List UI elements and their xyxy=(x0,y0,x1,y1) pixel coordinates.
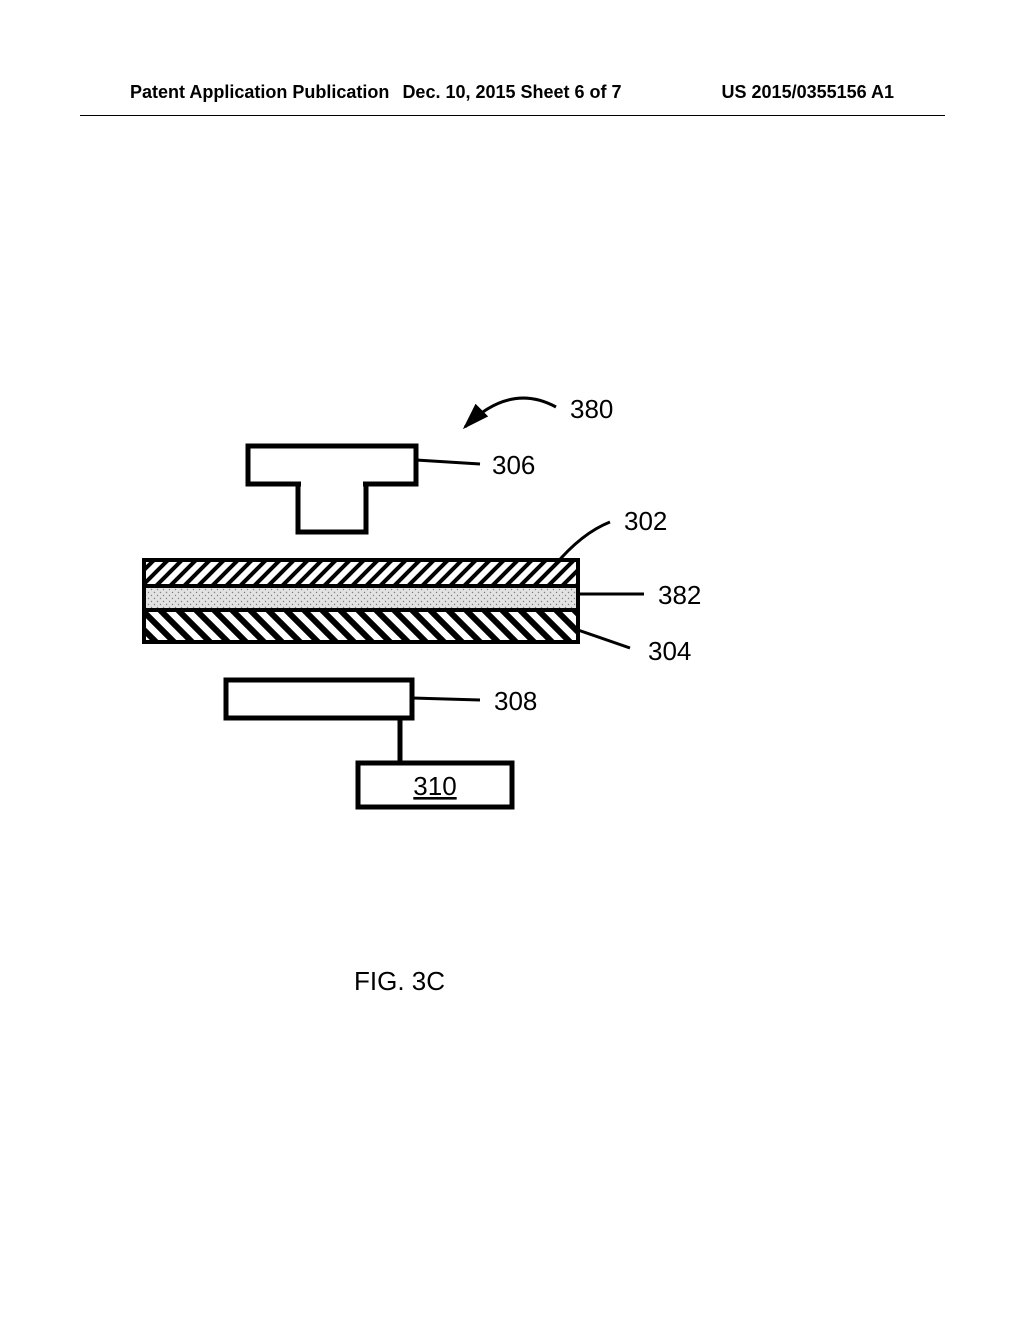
label-310-inner: 310 xyxy=(413,771,456,801)
layer-382 xyxy=(144,586,578,610)
leader-306 xyxy=(416,460,480,464)
block-308 xyxy=(226,680,412,718)
figure-caption: FIG. 3C xyxy=(354,966,445,997)
label-380: 380 xyxy=(570,394,613,425)
layer-stack xyxy=(144,560,578,642)
label-302: 302 xyxy=(624,506,667,537)
figure-svg: 310 xyxy=(0,0,1024,1320)
page: Patent Application Publication Dec. 10, … xyxy=(0,0,1024,1320)
leader-304 xyxy=(578,630,630,648)
label-304: 304 xyxy=(648,636,691,667)
label-306: 306 xyxy=(492,450,535,481)
layer-302 xyxy=(144,560,578,586)
label-382: 382 xyxy=(658,580,701,611)
leader-380 xyxy=(465,398,556,427)
figure-3c: 310 380 306 302 382 304 308 FIG. 3C xyxy=(0,0,1024,1320)
leader-308 xyxy=(412,698,480,700)
block-306 xyxy=(248,446,416,532)
label-308: 308 xyxy=(494,686,537,717)
layer-304 xyxy=(144,610,578,642)
